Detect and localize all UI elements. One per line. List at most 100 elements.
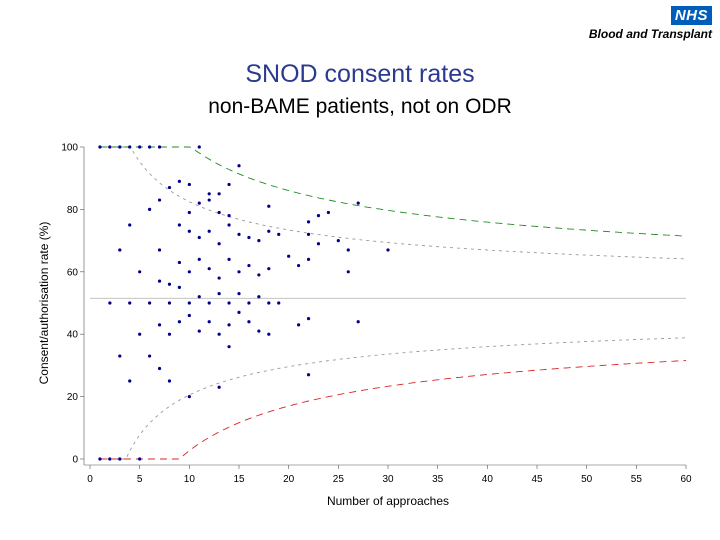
data-point xyxy=(257,239,261,243)
data-point xyxy=(98,145,102,149)
data-point xyxy=(277,232,281,236)
y-tick-label: 20 xyxy=(67,392,79,403)
data-point xyxy=(217,292,221,296)
data-point xyxy=(207,229,211,233)
data-point xyxy=(197,257,201,261)
nhsbt-logo: NHS Blood and Transplant xyxy=(562,6,712,41)
data-point xyxy=(326,210,330,215)
data-point xyxy=(237,232,241,236)
data-point xyxy=(227,257,231,261)
data-point xyxy=(118,457,122,461)
data-point xyxy=(237,270,241,274)
data-point xyxy=(257,295,261,299)
data-point xyxy=(138,145,142,149)
y-axis-label: Consent/authorisation rate (%) xyxy=(37,222,51,385)
x-tick-label: 60 xyxy=(680,474,692,485)
data-point xyxy=(148,145,152,149)
data-point xyxy=(187,229,191,233)
data-point xyxy=(187,313,191,318)
data-point xyxy=(167,185,172,190)
data-point xyxy=(257,329,261,333)
data-point xyxy=(138,457,142,461)
data-point xyxy=(177,285,181,289)
x-tick-label: 50 xyxy=(581,474,593,485)
data-point xyxy=(157,198,162,202)
data-point xyxy=(138,332,142,336)
data-point xyxy=(177,223,181,227)
data-point xyxy=(167,332,172,336)
chart-title: SNOD consent rates xyxy=(245,60,475,88)
data-point xyxy=(336,239,340,243)
data-point xyxy=(306,373,311,377)
data-point xyxy=(346,248,350,252)
x-tick-label: 45 xyxy=(531,474,543,485)
x-tick-label: 30 xyxy=(382,474,394,485)
data-point xyxy=(306,317,311,321)
data-point xyxy=(197,295,201,299)
data-point xyxy=(138,270,142,274)
y-tick-label: 80 xyxy=(67,205,79,216)
x-axis-label: Number of approaches xyxy=(327,494,449,508)
data-point xyxy=(247,263,251,268)
axes: 0 5 10 15 20 25 30 35 40 45 50 55 60 0 20 40 60 80 100 xyxy=(61,143,692,486)
data-point xyxy=(247,235,251,240)
data-point xyxy=(227,223,231,227)
x-tick-label: 40 xyxy=(482,474,494,485)
data-point xyxy=(108,301,112,305)
data-point xyxy=(356,320,360,324)
data-point xyxy=(207,267,211,271)
data-points xyxy=(98,145,390,461)
data-point xyxy=(118,354,122,358)
data-point xyxy=(157,145,162,149)
data-point xyxy=(227,182,231,187)
data-point xyxy=(177,260,181,265)
data-point xyxy=(217,332,221,336)
data-point xyxy=(237,292,241,296)
chart-subtitle: non-BAME patients, not on ODR xyxy=(208,95,512,118)
data-point xyxy=(157,279,162,283)
data-point xyxy=(267,332,271,336)
data-point xyxy=(247,301,251,305)
data-point xyxy=(128,301,132,305)
data-point xyxy=(356,201,360,205)
y-tick-label: 100 xyxy=(61,143,78,154)
x-tick-label: 10 xyxy=(184,474,196,485)
data-point xyxy=(167,379,172,383)
data-point xyxy=(227,323,231,327)
data-point xyxy=(207,320,211,324)
data-point xyxy=(346,270,350,274)
data-point xyxy=(187,210,191,215)
control-limit-curves xyxy=(90,146,687,460)
data-point xyxy=(197,235,201,240)
y-tick-label: 40 xyxy=(67,330,79,341)
nhs-logo-badge: NHS xyxy=(670,6,712,25)
data-point xyxy=(148,354,152,358)
y-tick-label: 60 xyxy=(67,267,79,278)
data-point xyxy=(207,301,211,305)
data-point xyxy=(217,242,221,246)
data-point xyxy=(247,320,251,324)
data-point xyxy=(157,323,162,327)
data-point xyxy=(128,379,132,383)
data-point xyxy=(217,192,221,196)
data-point xyxy=(207,198,211,202)
data-point xyxy=(306,220,311,224)
data-point xyxy=(197,329,201,333)
data-point xyxy=(227,214,231,218)
x-tick-label: 15 xyxy=(233,474,245,485)
data-point xyxy=(237,164,241,168)
data-point xyxy=(187,182,191,187)
upper-998-limit xyxy=(99,146,687,237)
data-point xyxy=(148,301,152,305)
x-tick-label: 55 xyxy=(631,474,643,485)
data-point xyxy=(197,145,201,149)
data-point xyxy=(118,145,122,149)
data-point xyxy=(177,179,181,183)
x-tick-label: 0 xyxy=(87,474,93,485)
data-point xyxy=(187,270,191,274)
data-point xyxy=(128,223,132,227)
data-point xyxy=(128,145,132,149)
data-point xyxy=(227,345,231,349)
y-tick-label: 0 xyxy=(72,455,78,466)
